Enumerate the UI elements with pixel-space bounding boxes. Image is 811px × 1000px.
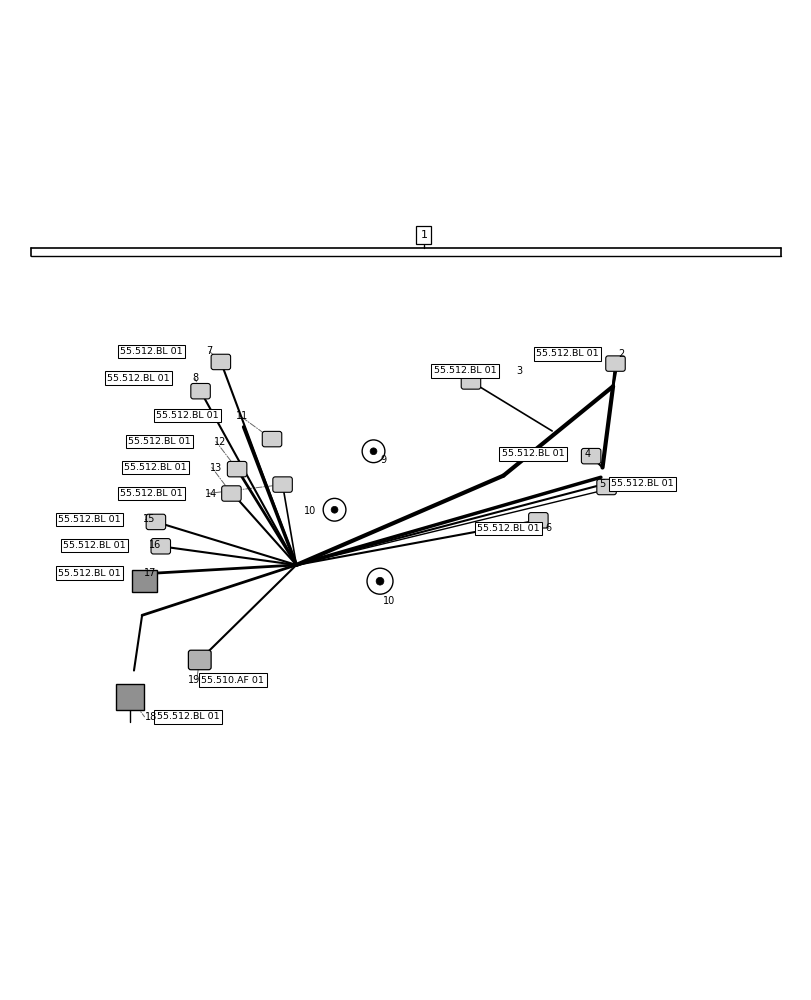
Text: 4: 4 (584, 449, 590, 459)
Text: 16: 16 (148, 540, 161, 550)
FancyBboxPatch shape (132, 570, 157, 592)
Text: 17: 17 (144, 568, 156, 578)
Text: 10: 10 (304, 506, 316, 516)
FancyBboxPatch shape (116, 684, 144, 710)
Circle shape (370, 448, 376, 455)
Text: 14: 14 (205, 489, 217, 499)
Text: 1: 1 (420, 230, 427, 240)
Text: 55.512.BL 01: 55.512.BL 01 (611, 479, 673, 488)
FancyBboxPatch shape (605, 356, 624, 371)
Text: 3: 3 (516, 366, 522, 376)
Text: 55.512.BL 01: 55.512.BL 01 (535, 349, 598, 358)
Text: 55.512.BL 01: 55.512.BL 01 (107, 374, 169, 383)
FancyBboxPatch shape (227, 461, 247, 477)
Text: 55.512.BL 01: 55.512.BL 01 (477, 524, 539, 533)
Text: 5: 5 (599, 479, 605, 489)
Text: 55.512.BL 01: 55.512.BL 01 (433, 366, 496, 375)
Circle shape (331, 506, 337, 513)
Text: 55.512.BL 01: 55.512.BL 01 (128, 437, 191, 446)
Text: 8: 8 (192, 373, 199, 383)
Text: 2: 2 (618, 349, 624, 359)
Text: 15: 15 (143, 514, 155, 524)
FancyBboxPatch shape (272, 477, 292, 492)
Text: 9: 9 (380, 455, 386, 465)
Text: 55.512.BL 01: 55.512.BL 01 (63, 541, 126, 550)
FancyBboxPatch shape (221, 486, 241, 501)
Circle shape (375, 577, 384, 585)
FancyBboxPatch shape (188, 650, 211, 670)
FancyBboxPatch shape (151, 539, 170, 554)
Text: 55.512.BL 01: 55.512.BL 01 (157, 712, 219, 721)
FancyBboxPatch shape (596, 479, 616, 495)
FancyBboxPatch shape (461, 374, 480, 389)
FancyBboxPatch shape (146, 514, 165, 530)
FancyBboxPatch shape (211, 354, 230, 370)
FancyBboxPatch shape (581, 448, 600, 464)
FancyBboxPatch shape (262, 431, 281, 447)
Text: 55.512.BL 01: 55.512.BL 01 (156, 411, 218, 420)
Text: 55.512.BL 01: 55.512.BL 01 (58, 569, 121, 578)
Text: 55.512.BL 01: 55.512.BL 01 (58, 515, 121, 524)
Text: 10: 10 (383, 596, 395, 606)
Text: 6: 6 (545, 523, 551, 533)
Text: 55.512.BL 01: 55.512.BL 01 (124, 463, 187, 472)
Text: 19: 19 (188, 675, 200, 685)
Text: 11: 11 (236, 411, 248, 421)
Text: 55.512.BL 01: 55.512.BL 01 (501, 449, 564, 458)
FancyBboxPatch shape (528, 513, 547, 528)
Text: 18: 18 (144, 712, 157, 722)
FancyBboxPatch shape (191, 383, 210, 399)
Text: 7: 7 (206, 346, 212, 356)
Text: 13: 13 (209, 463, 221, 473)
Text: 55.510.AF 01: 55.510.AF 01 (201, 676, 264, 685)
Text: 55.512.BL 01: 55.512.BL 01 (120, 489, 182, 498)
Text: 55.512.BL 01: 55.512.BL 01 (120, 347, 182, 356)
Text: 12: 12 (213, 437, 225, 447)
